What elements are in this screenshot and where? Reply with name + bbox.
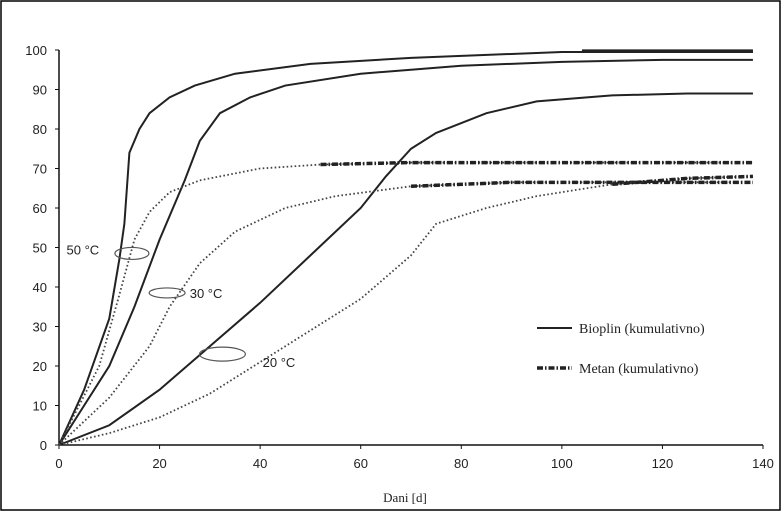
series-line-5-dotted <box>58 175 753 446</box>
y-tick-label: 20 <box>33 359 47 374</box>
y-tick-label: 30 <box>33 320 47 335</box>
y-tick-label: 10 <box>33 399 47 414</box>
x-axis-title: Dani [d] <box>383 490 427 505</box>
axes: 0 10 20 30 40 50 60 70 80 90 100 0 20 40 60 80 100 120 140 <box>25 43 774 471</box>
series-plateau-5 <box>612 174 753 187</box>
x-tick-label: 80 <box>454 456 468 471</box>
x-tick-label: 100 <box>551 456 573 471</box>
annotation-ellipse <box>198 346 247 362</box>
y-tick-label: 40 <box>33 280 47 295</box>
series-layer <box>58 49 753 446</box>
annotation-label: 30 °C <box>190 286 223 301</box>
y-tick-label: 70 <box>33 162 47 177</box>
y-tick-label: 60 <box>33 201 47 216</box>
annotation-label: 50 °C <box>67 242 100 257</box>
y-tick-label: 50 <box>33 241 47 256</box>
annotation-ellipse <box>148 287 186 299</box>
series-plateau-4 <box>410 180 753 189</box>
legend: Bioplin (kumulativno) Metan (kumulativno… <box>537 322 705 377</box>
y-tick-label: 100 <box>25 43 47 58</box>
y-tick-label: 0 <box>40 438 47 453</box>
annotation-layer: 50 °C 30 °C 20 °C <box>67 242 296 370</box>
x-tick-label: 120 <box>652 456 674 471</box>
y-tick-label: 80 <box>33 122 47 137</box>
legend-label-metan: Metan (kumulativno) <box>579 362 699 377</box>
annotation-ellipse <box>114 246 150 261</box>
series-plateau-3 <box>320 160 753 167</box>
x-tick-label: 60 <box>353 456 367 471</box>
series-line-0-solid <box>58 50 753 446</box>
x-tick-label: 0 <box>55 456 62 471</box>
series-line-2-solid <box>58 92 753 446</box>
series-line-1-solid <box>58 58 753 446</box>
annotation-label: 20 °C <box>263 355 296 370</box>
legend-label-bioplin: Bioplin (kumulativno) <box>579 322 705 337</box>
x-tick-label: 20 <box>152 456 166 471</box>
x-tick-label: 40 <box>253 456 267 471</box>
x-tick-label: 140 <box>752 456 774 471</box>
y-tick-label: 90 <box>33 83 47 98</box>
